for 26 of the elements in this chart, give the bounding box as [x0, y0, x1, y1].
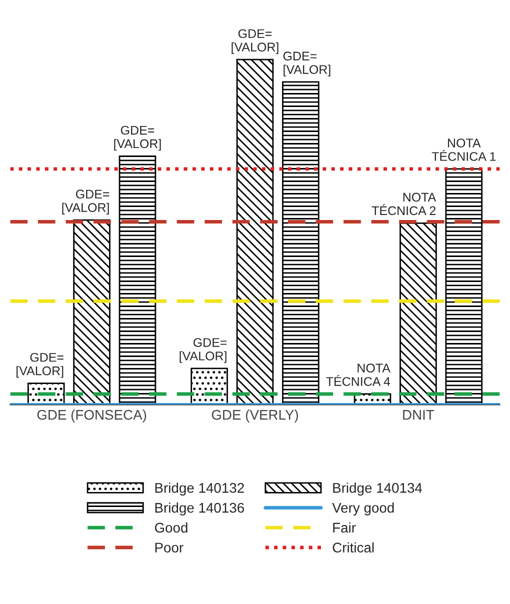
annotation: GDE= [VALOR] [16, 352, 64, 378]
bar [445, 168, 483, 405]
bar [118, 155, 156, 405]
legend-label: Bridge 140132 [155, 482, 244, 496]
annotation: GDE= [VALOR] [283, 52, 330, 76]
annotation: NOTA TÉCNICA 4 [326, 364, 390, 386]
legend-label: Fair [333, 522, 356, 533]
annotation: GDE= [VALOR] [114, 126, 161, 151]
x-tick-label: DNIT [403, 410, 434, 420]
x-tick-label: GDE (FONSECA) [37, 410, 146, 422]
bar [236, 58, 274, 405]
bar [282, 81, 320, 405]
x-tick-label: GDE (VERLY) [212, 410, 298, 422]
annotation: NOTA TÉCNICA 2 [372, 192, 436, 216]
annotation: NOTA TÉCNICA 1 [432, 138, 496, 161]
legend-label: Critical [332, 542, 374, 553]
annotation: GDE= [VALOR] [180, 338, 227, 363]
bar [400, 222, 437, 405]
bar [73, 219, 110, 405]
legend-label: Bridge 140136 [155, 502, 244, 516]
legend-label: Very good [332, 502, 394, 516]
legend-label: Good [154, 522, 188, 533]
legend-label: Bridge 140134 [333, 482, 422, 496]
legend-label: Poor [155, 542, 184, 553]
text: GDE= [VALOR] [232, 29, 278, 54]
annotation: GDE= [VALOR] [62, 190, 110, 214]
